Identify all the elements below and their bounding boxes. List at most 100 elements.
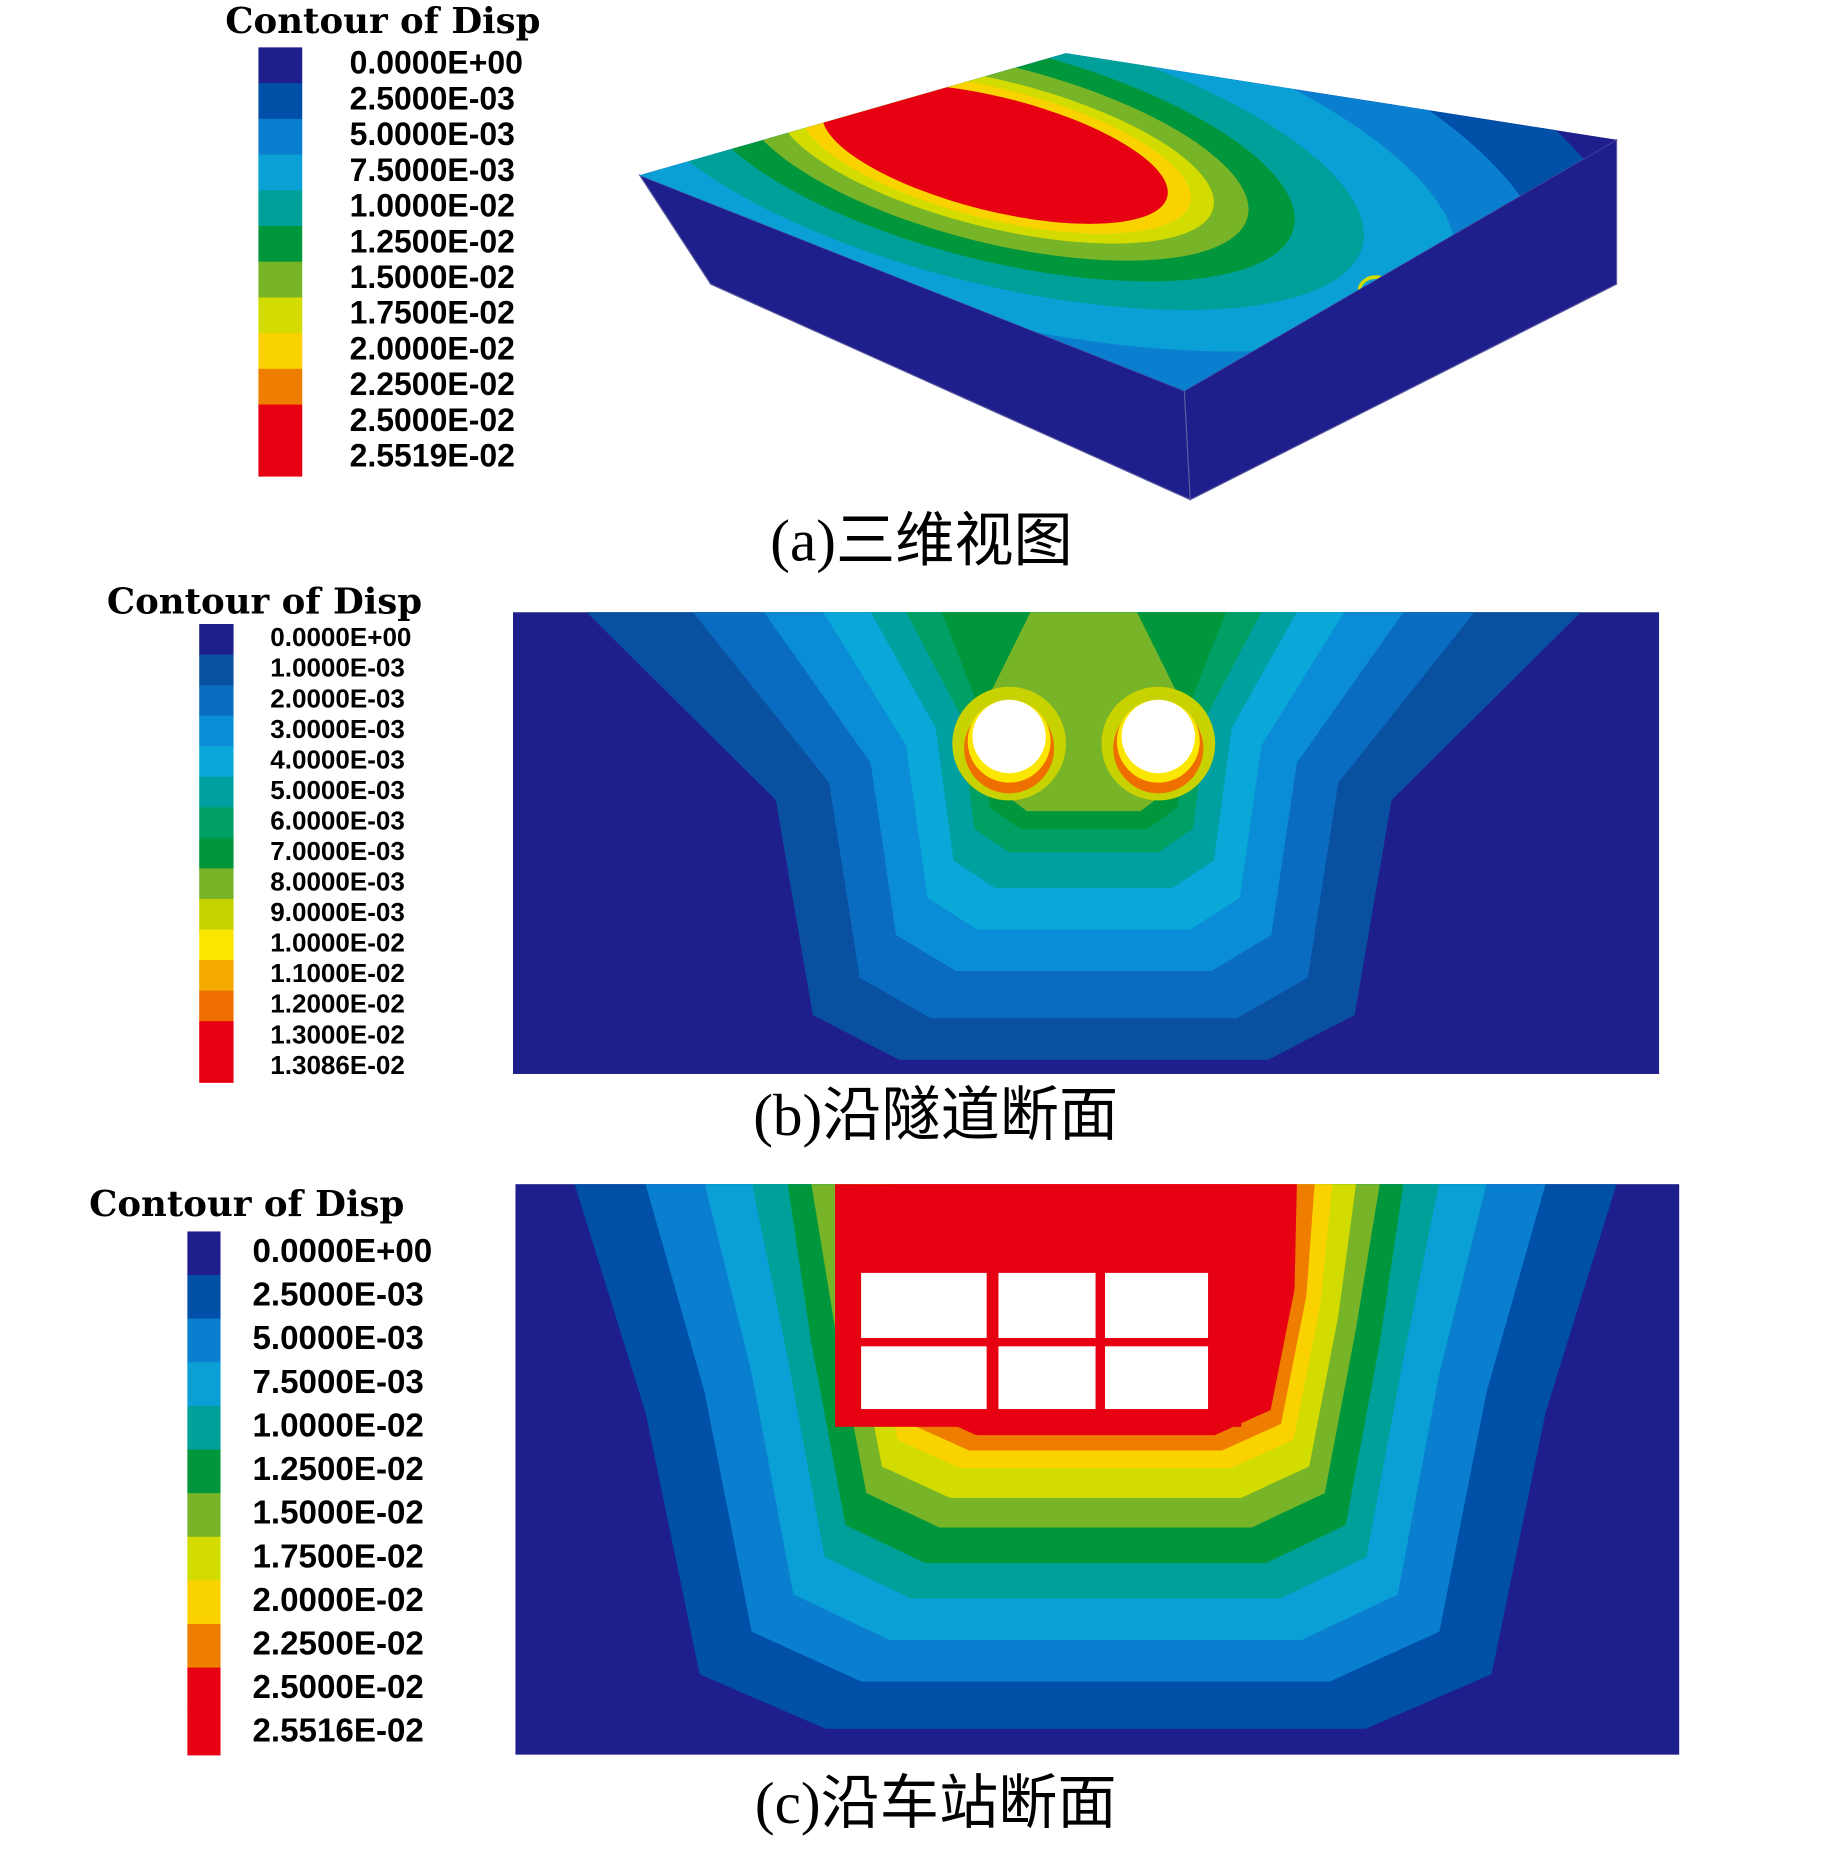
station-cell	[861, 1346, 987, 1410]
legend-label: 1.0000E-02	[270, 928, 405, 958]
legend-label: 2.5000E-02	[252, 1669, 423, 1706]
legend-swatch	[199, 746, 234, 778]
legend-label: 2.0000E-02	[252, 1582, 423, 1619]
legend-swatch	[187, 1493, 221, 1538]
legend-swatch	[258, 440, 303, 477]
legend-swatch	[187, 1667, 221, 1712]
legend-swatch	[258, 83, 303, 120]
legend-label: 1.0000E-02	[350, 188, 515, 224]
contour-band	[822, 84, 1168, 224]
legend-swatch	[258, 333, 303, 370]
legend-label: 1.7500E-02	[252, 1538, 423, 1575]
legend-label: 2.2500E-02	[252, 1626, 423, 1663]
legend-swatch	[199, 685, 234, 717]
legend-swatch	[187, 1405, 221, 1451]
legend-swatch	[258, 225, 303, 263]
legend-label: 5.0000E-03	[270, 775, 405, 805]
legend-swatch	[199, 837, 234, 869]
legend-label: 1.3086E-02	[270, 1050, 405, 1080]
legend-label: 7.0000E-03	[270, 836, 405, 866]
tunnel	[1121, 699, 1196, 774]
legend-label: 2.5000E-03	[350, 80, 515, 116]
legend-swatch	[258, 190, 303, 227]
legend-swatch	[199, 929, 234, 961]
legend-label: 5.0000E-03	[252, 1320, 423, 1357]
legend-label: 4.0000E-03	[270, 744, 405, 774]
legend-label: 1.1000E-02	[270, 958, 405, 988]
legend-title: Contour of Disp	[89, 1184, 404, 1225]
legend-swatch	[199, 868, 234, 900]
legend-swatch	[187, 1623, 221, 1669]
legend-label: 2.0000E-03	[270, 683, 405, 713]
legend-swatch	[258, 261, 303, 298]
legend-label: 2.0000E-02	[350, 330, 515, 366]
legend-swatch	[258, 368, 303, 406]
legend-title: Contour of Disp	[225, 1, 540, 42]
legend-swatch	[187, 1536, 221, 1581]
legend-swatch	[199, 1051, 234, 1083]
legend-swatch	[187, 1275, 221, 1320]
legend-label: 1.2000E-02	[270, 989, 405, 1019]
legend-swatch	[258, 297, 303, 334]
legend-title: Contour of Disp	[107, 581, 422, 622]
caption: (a)三维视图	[770, 508, 1072, 574]
legend-swatch	[258, 118, 303, 156]
legend-label: 7.5000E-03	[252, 1364, 423, 1401]
legend-label: 1.0000E-02	[252, 1407, 423, 1444]
station-cell	[998, 1346, 1096, 1410]
station-cell	[1105, 1272, 1209, 1339]
legend-label: 7.5000E-03	[350, 152, 515, 188]
legend-swatch	[199, 654, 234, 686]
legend-label: 2.5516E-02	[252, 1713, 423, 1750]
legend-label: 0.0000E+00	[270, 622, 411, 652]
caption: (c)沿车站断面	[755, 1770, 1117, 1836]
panel-3d: Contour of Disp0.0000E+002.5000E-035.000…	[225, 1, 1618, 574]
legend-swatch	[187, 1449, 221, 1494]
legend-swatch	[199, 960, 234, 992]
legend-label: 1.3000E-02	[270, 1019, 405, 1049]
legend-swatch	[199, 776, 234, 808]
caption: (b)沿隧道断面	[753, 1082, 1118, 1148]
legend-swatch	[187, 1711, 221, 1756]
legend-swatch	[199, 1021, 234, 1053]
legend-label: 1.5000E-02	[252, 1495, 423, 1532]
legend-label: 1.5000E-02	[350, 259, 515, 295]
legend-swatch	[199, 898, 234, 931]
legend-label: 1.2500E-02	[252, 1451, 423, 1488]
legend-swatch	[258, 404, 303, 441]
legend-swatch	[199, 807, 234, 839]
station-cell	[861, 1272, 987, 1339]
block-right-face	[1183, 138, 1618, 501]
panel-tunnel: Contour of Disp0.0000E+001.0000E-032.000…	[107, 581, 1660, 1148]
legend-label: 6.0000E-03	[270, 805, 405, 835]
tunnel	[972, 699, 1046, 774]
legend-label: 0.0000E+00	[252, 1233, 432, 1270]
legend-swatch	[187, 1580, 221, 1625]
legend-swatch	[199, 624, 234, 656]
legend-label: 9.0000E-03	[270, 897, 405, 927]
legend-label: 2.5519E-02	[350, 438, 515, 474]
station-cell	[1105, 1346, 1209, 1410]
panel-station: Contour of Disp 0.0000E+00 2.5000E-03 5.000…	[89, 1184, 1680, 1836]
contours	[512, 612, 1660, 1074]
legend-swatch	[187, 1362, 221, 1407]
legend-label: 8.0000E-03	[270, 867, 405, 897]
contours	[515, 1184, 1680, 1755]
legend-label: 2.5000E-02	[350, 402, 515, 438]
legend-swatch	[187, 1318, 221, 1363]
legend-label: 1.0000E-03	[270, 653, 405, 683]
legend-label: 1.2500E-02	[350, 223, 515, 259]
legend-swatch	[199, 715, 234, 747]
legend-label: 2.2500E-02	[350, 366, 515, 402]
legend-label: 0.0000E+00	[350, 45, 523, 81]
legend-label: 3.0000E-03	[270, 714, 405, 744]
legend-swatch	[258, 154, 303, 191]
legend-label: 5.0000E-03	[350, 116, 515, 152]
legend-label: 1.7500E-02	[350, 295, 515, 331]
station-cell	[998, 1272, 1096, 1339]
legend-swatch	[258, 47, 303, 84]
legend-swatch	[199, 990, 234, 1022]
legend-swatch	[187, 1231, 221, 1276]
